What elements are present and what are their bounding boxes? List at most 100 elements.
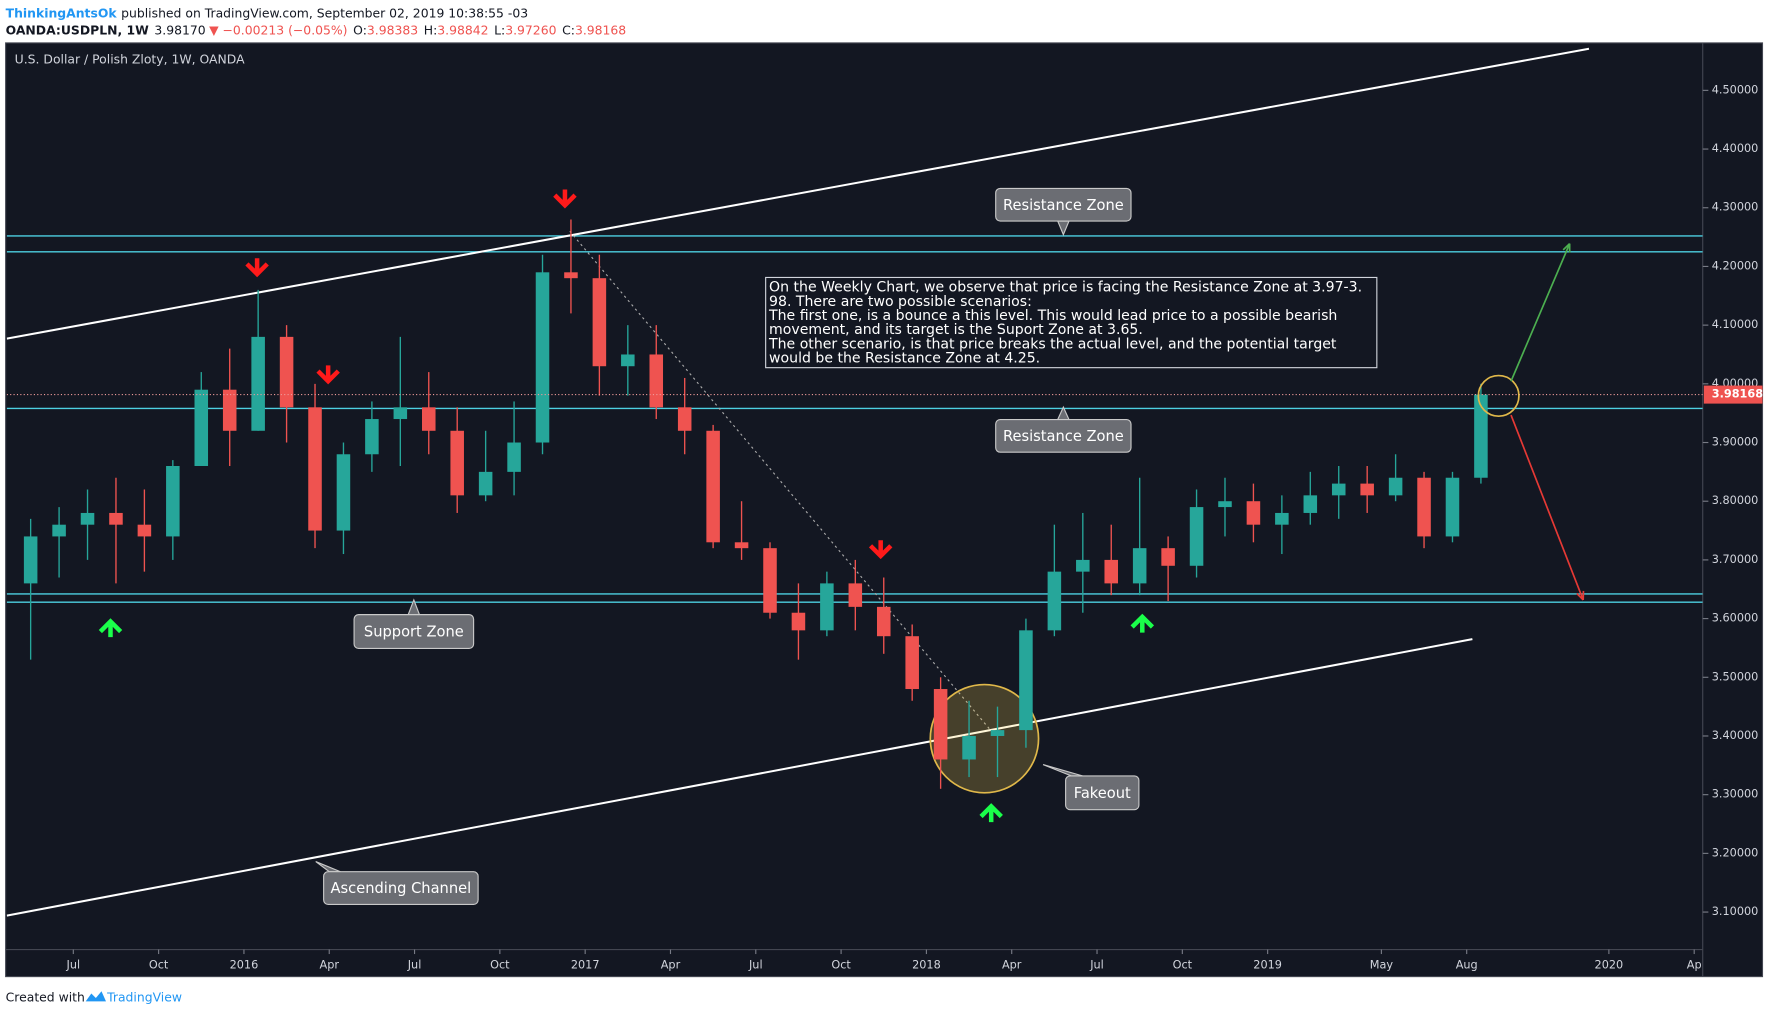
x-tick-label: Jul xyxy=(1089,958,1104,971)
footer-created: Created with xyxy=(6,990,85,1005)
candle-body xyxy=(933,689,948,760)
candle-body xyxy=(1104,559,1119,584)
x-tick-label: Apr xyxy=(1002,958,1022,971)
candle-body xyxy=(1132,548,1147,584)
callout-text: Resistance Zone xyxy=(1003,428,1124,445)
candle-body xyxy=(649,354,664,408)
candle-body xyxy=(763,548,777,613)
candle-body xyxy=(308,407,322,531)
note-box xyxy=(765,276,1378,369)
y-tick-label: 3.10000 xyxy=(1712,905,1759,918)
pivot-high-marker xyxy=(316,365,340,385)
candle-body xyxy=(1303,495,1318,513)
x-tick-label: May xyxy=(1370,958,1394,971)
symbol: OANDA:USDPLN, 1W xyxy=(6,22,149,37)
y-tick-label: 4.20000 xyxy=(1712,259,1759,272)
candle-body xyxy=(1331,483,1346,496)
y-tick-label: 4.50000 xyxy=(1712,83,1759,96)
last-price: 3.98170 xyxy=(154,22,205,37)
candle-body xyxy=(677,407,692,431)
ohlc-label: L: xyxy=(494,22,505,37)
callout-text: Ascending Channel xyxy=(331,880,472,897)
callout-box xyxy=(995,187,1132,222)
x-tick-label: Oct xyxy=(490,958,510,971)
note-line: The first one, is a bounce a this level.… xyxy=(768,308,1337,324)
candle-body xyxy=(166,465,180,537)
candle-body xyxy=(621,354,635,367)
candle-body xyxy=(450,430,464,496)
candle-body xyxy=(1417,477,1431,537)
footer-brand[interactable]: TradingView xyxy=(106,990,182,1005)
candle-body xyxy=(279,336,294,408)
candle-body xyxy=(1275,512,1289,525)
candle-body xyxy=(478,471,493,496)
fakeout-circle xyxy=(929,683,1040,794)
candle-body xyxy=(990,730,1005,736)
change: ▼ −0.00213 (−0.05%) xyxy=(209,22,347,37)
candle-body xyxy=(1246,501,1261,525)
candle-body xyxy=(1047,571,1062,631)
candle-body xyxy=(1076,559,1090,572)
last-price-badge xyxy=(1703,385,1763,404)
candle-body xyxy=(1019,630,1033,731)
plot xyxy=(6,47,1703,917)
candle-body xyxy=(507,442,521,472)
candle-body xyxy=(848,583,863,607)
candle-body xyxy=(80,512,95,525)
x-tick-label: Jul xyxy=(66,958,81,971)
bearish-arrow xyxy=(1510,414,1584,601)
ohlc-value: 3.98383 xyxy=(367,22,418,37)
bullish-arrow-head xyxy=(1562,243,1571,253)
candle-body xyxy=(535,272,550,443)
x-tick-label: Jul xyxy=(748,958,763,971)
brand-logo xyxy=(85,991,106,1002)
callout-text: Support Zone xyxy=(364,624,464,641)
candle-body xyxy=(905,636,919,690)
candle-body xyxy=(706,430,720,543)
candle-body xyxy=(194,389,209,466)
candle-body xyxy=(336,454,351,531)
y-tick-label: 3.30000 xyxy=(1712,788,1759,801)
header-line-1: ThinkingAntsOk published on TradingView.c… xyxy=(6,5,528,20)
candle-body xyxy=(876,606,891,637)
candle-body xyxy=(1445,477,1460,537)
x-tick-label: 2019 xyxy=(1253,958,1282,971)
callout-box xyxy=(1065,775,1140,811)
x-tick-label: Oct xyxy=(149,958,169,971)
note-line: movement, and its target is the Suport Z… xyxy=(769,322,1143,338)
candle-body xyxy=(1360,483,1374,496)
x-tick-label: Aug xyxy=(1456,958,1478,971)
x-tick-label: 2017 xyxy=(571,958,600,971)
author[interactable]: ThinkingAntsOk xyxy=(6,5,118,20)
callout-text: Fakeout xyxy=(1074,785,1131,802)
pivot-low-marker xyxy=(98,618,123,638)
y-tick-label: 4.10000 xyxy=(1712,318,1759,331)
candle-body xyxy=(1474,394,1488,478)
chart-title: U.S. Dollar / Polish Zloty, 1W, OANDA xyxy=(15,51,245,66)
y-tick-label: 4.40000 xyxy=(1712,142,1759,155)
pivot-high-marker xyxy=(868,540,893,560)
pivot-low-marker xyxy=(1130,613,1155,633)
ohlc-value: 3.98168 xyxy=(575,22,626,37)
candle-body xyxy=(23,536,38,584)
chart-panel xyxy=(5,42,1764,978)
x-tick-label: Oct xyxy=(1173,958,1193,971)
candle-body xyxy=(52,524,66,537)
candle-body xyxy=(1218,501,1232,508)
callout-box xyxy=(353,614,475,650)
last-price-label: 3.98168 xyxy=(1712,388,1763,401)
channel-line xyxy=(6,47,1590,340)
y-tick-label: 3.80000 xyxy=(1712,494,1759,507)
callout-box xyxy=(995,418,1132,453)
note-line: 98. There are two possible scenarios: xyxy=(769,294,1032,310)
y-tick-label: 3.20000 xyxy=(1712,846,1759,859)
candle-body xyxy=(592,278,607,367)
note-line: would be the Resistance Zone at 4.25. xyxy=(769,351,1040,367)
ohlc-label: H: xyxy=(424,22,438,37)
candle-body xyxy=(222,389,237,431)
y-tick-label: 3.90000 xyxy=(1712,436,1759,449)
candle-body xyxy=(962,735,976,760)
channel-line xyxy=(6,638,1473,917)
candle-body xyxy=(137,524,152,537)
